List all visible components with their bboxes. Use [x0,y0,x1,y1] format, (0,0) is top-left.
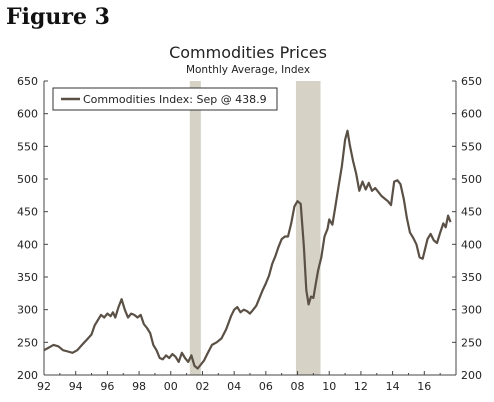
series-lines [43,129,452,370]
y-tick-label-left: 400 [17,238,38,251]
figure-label: Figure 3 [6,4,110,30]
x-tick-label: 02 [195,380,209,393]
x-tick-label: 96 [100,380,114,393]
y-tick-label-right: 450 [461,206,482,219]
y-tick-label-right: 350 [461,271,482,284]
y-tick-label-right: 200 [461,369,482,382]
x-tick-label: 10 [322,380,336,393]
x-tick-label: 14 [386,380,400,393]
chart-subtitle: Monthly Average, Index [186,64,310,76]
y-tick-label-right: 500 [461,173,482,186]
legend: Commodities Index: Sep @ 438.9 [52,87,278,111]
y-tick-label-right: 600 [461,108,482,121]
x-tick-label: 08 [291,380,305,393]
x-tick-label: 16 [417,380,431,393]
chart-title: Commodities Prices [169,43,327,62]
legend-box [52,87,278,111]
recession-bands [189,81,321,375]
y-tick-label-left: 650 [17,75,38,88]
y-tick-label-left: 350 [17,271,38,284]
y-tick-label-left: 200 [17,369,38,382]
recession-band [189,81,201,375]
y-tick-label-left: 250 [17,336,38,349]
x-tick-label: 94 [69,380,83,393]
x-tick-label: 12 [354,380,368,393]
recession-band [295,81,321,375]
y-tick-label-right: 250 [461,336,482,349]
x-tick-label: 04 [227,380,241,393]
x-tick-label: 92 [37,380,51,393]
y-tick-label-right: 300 [461,304,482,317]
y-tick-label-right: 650 [461,75,482,88]
x-tick-label: 06 [259,380,273,393]
x-tick-label: 00 [164,380,178,393]
y-tick-label-left: 500 [17,173,38,186]
y-tick-label-left: 550 [17,140,38,153]
series-line [43,129,452,370]
y-tick-label-left: 300 [17,304,38,317]
y-tick-label-right: 550 [461,140,482,153]
legend-label: Commodities Index: Sep @ 438.9 [83,93,267,106]
x-tick-label: 98 [132,380,146,393]
axes: 200 200 250 250 300 300 350 350 400 400 450 450 500 5… [17,75,482,393]
y-tick-label-right: 400 [461,238,482,251]
y-tick-label-left: 600 [17,108,38,121]
y-tick-label-left: 450 [17,206,38,219]
